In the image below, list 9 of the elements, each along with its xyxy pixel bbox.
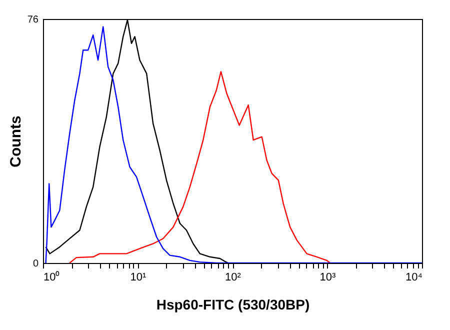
x-tick-label: 10⁴ bbox=[406, 272, 423, 284]
y-tick-label: 76 bbox=[27, 14, 39, 26]
x-tick-label: 10¹ bbox=[130, 272, 147, 284]
y-tick-label: 0 bbox=[32, 258, 39, 270]
x-axis-title: Hsp60-FITC (530/30BP) bbox=[156, 296, 310, 312]
x-tick-label: 10⁰ bbox=[44, 270, 60, 284]
x-tick-label: 10³ bbox=[320, 272, 336, 284]
x-tick-label: 10² bbox=[225, 272, 242, 284]
y-axis-title: Counts bbox=[7, 116, 24, 168]
